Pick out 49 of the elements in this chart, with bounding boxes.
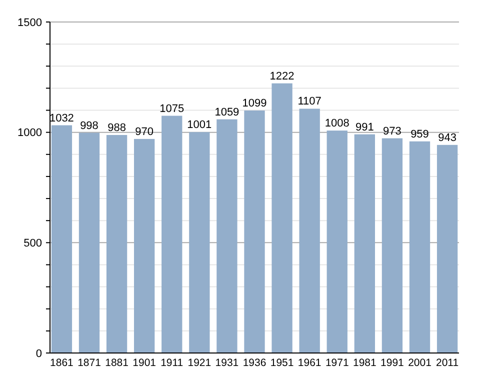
x-tick-label: 1921 xyxy=(188,357,212,369)
data-label: 973 xyxy=(383,125,402,138)
data-label: 970 xyxy=(135,126,154,138)
x-tick-label: 1951 xyxy=(270,357,294,369)
bar xyxy=(436,144,458,353)
bar xyxy=(409,141,430,353)
data-label: 943 xyxy=(438,132,456,144)
y-tick-label: 0 xyxy=(36,348,42,360)
x-tick-label: 1871 xyxy=(78,357,102,369)
y-tick-label: 500 xyxy=(24,238,42,250)
bar xyxy=(272,83,292,353)
bar xyxy=(51,125,72,353)
x-tick-label: 1961 xyxy=(298,357,322,369)
bar xyxy=(78,132,100,353)
data-label: 1001 xyxy=(187,119,212,132)
x-tick-label: 1881 xyxy=(105,357,129,369)
x-tick-label: 1981 xyxy=(352,357,377,369)
bar xyxy=(106,134,128,353)
data-label: 998 xyxy=(80,120,98,132)
data-label: 1222 xyxy=(270,70,294,82)
bar xyxy=(189,132,210,353)
x-tick-label: 1861 xyxy=(50,357,74,369)
bar xyxy=(354,134,375,353)
x-tick-label: 1911 xyxy=(160,357,184,369)
bar xyxy=(134,138,155,353)
data-label: 1059 xyxy=(214,106,240,118)
x-tick-label: 2011 xyxy=(436,357,459,369)
bar xyxy=(162,116,182,353)
x-tick-label: 1901 xyxy=(132,357,156,369)
data-label: 1107 xyxy=(298,96,322,108)
data-label: 1032 xyxy=(49,112,74,124)
data-label: 988 xyxy=(108,122,126,134)
bar xyxy=(299,108,320,353)
data-label: 991 xyxy=(355,121,374,134)
bar xyxy=(216,119,238,353)
x-tick-label: 2001 xyxy=(408,357,432,369)
data-label: 1008 xyxy=(324,118,350,130)
x-tick-label: 1936 xyxy=(242,357,266,369)
x-tick-label: 1991 xyxy=(380,357,404,369)
bar xyxy=(326,130,348,353)
x-tick-label: 1971 xyxy=(325,357,349,369)
data-label: 959 xyxy=(410,128,429,140)
bar xyxy=(382,138,403,353)
bar xyxy=(244,110,265,353)
data-label: 1099 xyxy=(242,97,267,110)
data-label: 1075 xyxy=(160,102,184,115)
y-tick-label: 1500 xyxy=(18,16,42,29)
y-tick-label: 1000 xyxy=(18,127,42,140)
x-tick-label: 1931 xyxy=(215,357,239,369)
